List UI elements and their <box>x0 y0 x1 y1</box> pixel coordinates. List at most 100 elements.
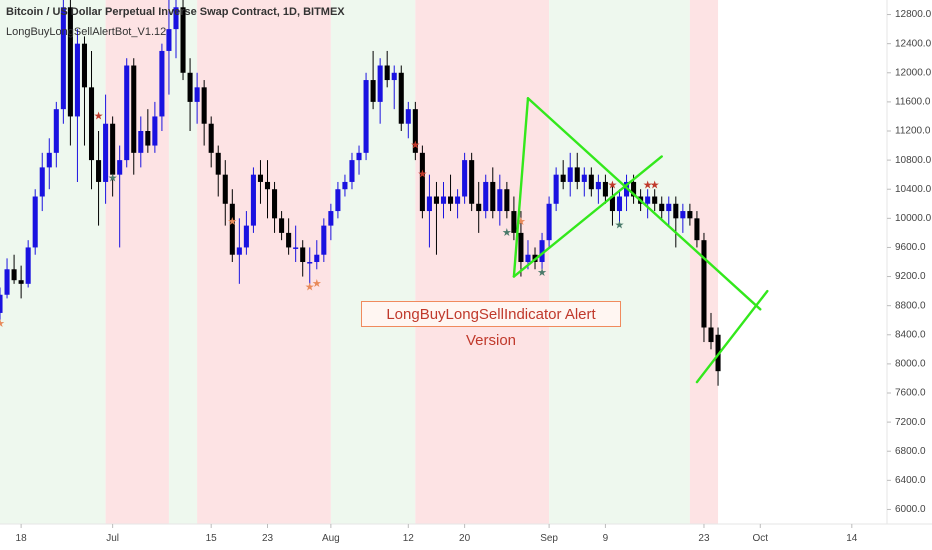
candle-body <box>659 203 665 212</box>
candle-body <box>419 152 425 212</box>
price-tick-label: 6000.0 <box>895 504 926 515</box>
trendlines[interactable] <box>512 97 769 384</box>
star-marker-icon: ★ <box>410 139 420 152</box>
star-marker-icon: ★ <box>108 171 118 184</box>
price-tick-label: 10800.0 <box>895 155 932 166</box>
candle-body <box>335 189 341 212</box>
candle-body <box>74 43 80 117</box>
price-tick-label: 6400.0 <box>895 475 926 486</box>
candle-body <box>88 87 95 161</box>
signal-markers: ★★★★★★★★★★★★★★★ <box>0 109 660 329</box>
candle-body <box>81 43 88 88</box>
candle-body <box>32 196 38 248</box>
candle-body <box>215 152 221 175</box>
trendline <box>512 97 530 278</box>
candle-body <box>279 218 285 233</box>
indicator-label[interactable]: LongBuyLongSellAlertBot_V1.12 <box>6 26 167 38</box>
candle-body <box>708 327 714 343</box>
candle-body <box>448 196 454 204</box>
candle-body <box>497 189 503 212</box>
price-axis[interactable]: 6000.0 6400.0 6800.0 7200.0 7600.0 8000.0 8400… <box>887 9 932 515</box>
candle-body <box>173 7 179 30</box>
price-tick-label: 11600.0 <box>895 97 931 108</box>
candle-body <box>631 181 637 197</box>
candle-body <box>546 203 552 241</box>
star-marker-icon: ★ <box>615 219 625 232</box>
candle-body <box>666 203 672 212</box>
price-tick-label: 6800.0 <box>895 446 926 457</box>
candle-body <box>138 131 144 153</box>
time-tick-label: Sep <box>540 533 558 544</box>
candle-body <box>222 174 228 204</box>
candle-body <box>553 174 559 204</box>
time-tick-label: 18 <box>16 533 28 544</box>
candle-body <box>567 167 573 182</box>
candle-body <box>25 247 31 284</box>
star-marker-icon: ★ <box>305 280 315 293</box>
candle-body <box>110 123 116 175</box>
price-tick-label: 12400.0 <box>895 38 932 49</box>
time-tick-label: 12 <box>403 533 415 544</box>
candle-body <box>602 181 608 197</box>
candle-body <box>264 181 271 190</box>
candle-body <box>328 211 334 226</box>
trendline <box>512 155 663 278</box>
trendline <box>695 289 769 384</box>
candle-body <box>595 181 601 190</box>
symbol-title: Bitcoin / US Dollar Perpetual Inverse Sw… <box>6 6 345 18</box>
candle-body <box>18 280 24 284</box>
price-tick-label: 8800.0 <box>895 300 926 311</box>
time-tick-label: Aug <box>322 533 340 544</box>
candle-body <box>588 174 594 190</box>
candle-body <box>581 174 587 182</box>
candle-body <box>384 65 390 81</box>
candle-body <box>152 116 158 146</box>
candle-body <box>560 174 566 182</box>
candle-body <box>236 247 242 255</box>
price-tick-label: 8400.0 <box>895 329 926 340</box>
trendline <box>526 97 762 311</box>
candle-body <box>609 196 615 212</box>
price-tick-label: 9600.0 <box>895 242 926 253</box>
candle-body <box>518 232 524 262</box>
candle-body <box>321 225 327 255</box>
candle-body <box>652 196 658 204</box>
candle-body <box>103 123 109 182</box>
candle-body <box>363 80 369 153</box>
candle-body <box>398 72 404 124</box>
candle-body <box>356 152 362 161</box>
star-marker-icon: ★ <box>650 179 660 192</box>
candle-body <box>440 196 447 204</box>
candle-body <box>342 181 348 190</box>
price-tick-label: 11200.0 <box>895 126 931 137</box>
candle-body <box>370 80 376 102</box>
price-tick-label: 8000.0 <box>895 359 926 370</box>
candle-body <box>314 254 320 262</box>
star-marker-icon: ★ <box>516 215 526 228</box>
star-marker-icon: ★ <box>94 109 104 122</box>
candle-body <box>426 196 432 212</box>
candle-body <box>504 189 510 212</box>
candle-body <box>307 262 313 264</box>
candle-body <box>391 72 397 81</box>
time-axis[interactable]: 18 Jul 15 23 Aug 12 20 Sep 9 23 Oct 14 <box>16 524 858 544</box>
star-marker-icon: ★ <box>312 277 322 290</box>
candle-body <box>39 167 45 197</box>
candle-body <box>673 203 679 219</box>
candle-body <box>511 211 517 233</box>
price-tick-label: 12000.0 <box>895 67 932 78</box>
star-marker-icon: ★ <box>608 179 618 192</box>
time-tick-label: 23 <box>698 533 710 544</box>
candle-body <box>117 160 123 175</box>
candle-body <box>616 196 623 212</box>
time-tick-label: Jul <box>106 533 119 544</box>
candle-body <box>574 167 580 182</box>
background-zone-red <box>105 0 169 524</box>
candle-body <box>124 65 130 161</box>
candle-body <box>208 123 214 153</box>
star-marker-icon: ★ <box>537 266 547 279</box>
candle-body <box>159 50 165 117</box>
candle-body <box>405 109 411 124</box>
star-marker-icon: ★ <box>417 168 427 181</box>
